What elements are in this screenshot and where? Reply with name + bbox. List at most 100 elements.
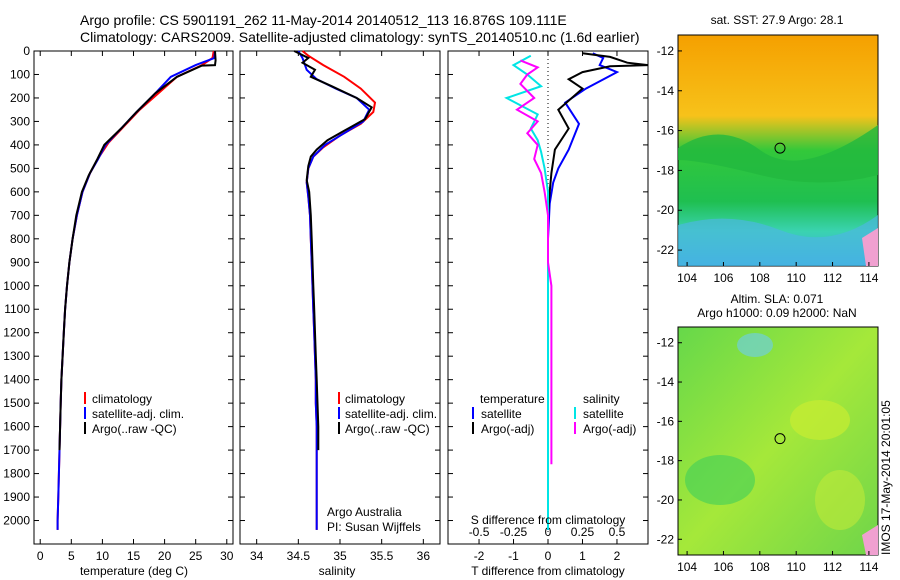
s-tick-label: 0.25 bbox=[571, 525, 595, 539]
s-tick-label: -0.25 bbox=[500, 525, 528, 539]
sla-map-axes: 104 106 108 110 112 114 -12 -14 -16 -18 -20 -22 bbox=[657, 336, 879, 574]
temperature-plot: 0 5 10 15 20 25 300100200300400500600700800900… bbox=[3, 44, 233, 563]
map-x-tick-label: 104 bbox=[677, 560, 697, 574]
series-argo-raw-qc- bbox=[293, 50, 374, 451]
legend-satellite-adj: satellite-adj. clim. bbox=[92, 407, 184, 421]
legend-salinity-title: salinity bbox=[583, 392, 620, 406]
series-satellite bbox=[504, 54, 549, 530]
x-tick-label: 34 bbox=[250, 549, 264, 563]
y-tick-label: 1800 bbox=[3, 467, 30, 481]
s-tick-label: -0.5 bbox=[469, 525, 490, 539]
timestamp-stamp: IMOS 17-May-2014 20:01:05 bbox=[879, 400, 893, 555]
sla-map bbox=[677, 326, 879, 556]
y-tick-label: 0 bbox=[23, 44, 30, 58]
legend-t-satellite: satellite bbox=[481, 407, 522, 421]
x-tick-label: 34.5 bbox=[287, 549, 311, 563]
map-y-tick-label: -12 bbox=[657, 44, 675, 58]
map-x-tick-label: 104 bbox=[677, 271, 697, 285]
legend-argo: Argo(..raw -QC) bbox=[345, 422, 430, 436]
y-tick-label: 700 bbox=[10, 208, 30, 222]
map-x-tick-label: 106 bbox=[713, 271, 733, 285]
map-y-tick-label: -12 bbox=[657, 336, 675, 350]
map-x-tick-label: 108 bbox=[750, 271, 770, 285]
sst-argo-marker bbox=[774, 142, 786, 154]
difference-x-label: T difference from climatology bbox=[471, 564, 625, 578]
y-tick-label: 600 bbox=[10, 185, 30, 199]
series-satellite-adj-clim- bbox=[56, 50, 216, 530]
x-tick-label: 0 bbox=[37, 549, 44, 563]
s-tick-label: 0.5 bbox=[609, 525, 626, 539]
map-y-tick-label: -20 bbox=[657, 203, 675, 217]
salinity-plot: 34 34.5 35 35.5 36 bbox=[240, 50, 440, 563]
map-y-tick-label: -22 bbox=[657, 243, 675, 257]
y-tick-label: 2000 bbox=[3, 514, 30, 528]
annotation-argo-australia: Argo Australia bbox=[327, 505, 402, 519]
x-tick-label: 36 bbox=[417, 549, 431, 563]
x-tick-label: 1 bbox=[579, 549, 586, 563]
sst-map bbox=[677, 34, 879, 267]
temperature-x-label: temperature (deg C) bbox=[80, 564, 188, 578]
map-y-tick-label: -18 bbox=[657, 454, 675, 468]
map-y-tick-label: -14 bbox=[657, 375, 675, 389]
legend-s-satellite: satellite bbox=[583, 407, 624, 421]
map-y-tick-label: -20 bbox=[657, 493, 675, 507]
sla-map-title: Altim. SLA: 0.071 bbox=[731, 292, 824, 306]
y-tick-label: 1900 bbox=[3, 490, 30, 504]
salinity-x-label: salinity bbox=[319, 564, 356, 578]
map-x-tick-label: 106 bbox=[713, 560, 733, 574]
map-x-tick-label: 114 bbox=[859, 560, 878, 574]
series-argo-adj- bbox=[515, 59, 553, 465]
x-tick-label: 15 bbox=[127, 549, 141, 563]
map-y-tick-label: -18 bbox=[657, 163, 675, 177]
x-tick-label: 0 bbox=[545, 549, 552, 563]
legend-argo: Argo(..raw -QC) bbox=[92, 422, 177, 436]
map-y-tick-label: -16 bbox=[657, 124, 675, 138]
annotation-pi: PI: Susan Wijffels bbox=[327, 520, 421, 534]
temperature-legend: climatology satellite-adj. clim. Argo(..… bbox=[84, 392, 184, 436]
map-x-tick-label: 112 bbox=[823, 271, 842, 285]
sst-map-axes: 104 106 108 110 112 114 -12 -14 -16 -18 -20 -22 bbox=[657, 44, 879, 285]
y-tick-label: 1700 bbox=[3, 443, 30, 457]
x-tick-label: 35.5 bbox=[370, 549, 394, 563]
chart-title-line1: Argo profile: CS 5901191_262 11-May-2014… bbox=[80, 12, 567, 28]
y-tick-label: 400 bbox=[10, 138, 30, 152]
map-x-tick-label: 112 bbox=[823, 560, 842, 574]
map-x-tick-label: 110 bbox=[787, 560, 806, 574]
x-tick-label: 2 bbox=[614, 549, 621, 563]
x-tick-label: 35 bbox=[333, 549, 347, 563]
y-tick-label: 900 bbox=[10, 255, 30, 269]
legend-climatology: climatology bbox=[345, 392, 405, 406]
legend-climatology: climatology bbox=[92, 392, 152, 406]
sst-map-title: sat. SST: 27.9 Argo: 28.1 bbox=[711, 13, 844, 27]
map-x-tick-label: 110 bbox=[787, 271, 806, 285]
map-y-tick-label: -16 bbox=[657, 414, 675, 428]
x-tick-label: 5 bbox=[68, 549, 75, 563]
x-tick-label: -2 bbox=[474, 549, 485, 563]
map-y-tick-label: -22 bbox=[657, 532, 675, 546]
map-y-tick-label: -14 bbox=[657, 84, 675, 98]
series-climatology bbox=[56, 50, 215, 530]
series-satellite bbox=[547, 52, 620, 530]
temperature-panel-frame bbox=[33, 50, 234, 545]
y-tick-label: 1300 bbox=[3, 349, 30, 363]
difference-legend: temperature satellite Argo(-adj) salinit… bbox=[472, 392, 636, 436]
x-tick-label: 30 bbox=[220, 549, 234, 563]
map-x-tick-label: 108 bbox=[750, 560, 770, 574]
y-tick-label: 1000 bbox=[3, 279, 30, 293]
y-tick-label: 800 bbox=[10, 232, 30, 246]
legend-s-argo: Argo(-adj) bbox=[583, 422, 636, 436]
x-tick-label: 10 bbox=[96, 549, 110, 563]
legend-temperature-title: temperature bbox=[480, 392, 545, 406]
map-x-tick-label: 114 bbox=[859, 271, 878, 285]
y-tick-label: 500 bbox=[10, 161, 30, 175]
chart-title-line2: Climatology: CARS2009. Satellite-adjuste… bbox=[80, 29, 640, 45]
sla-argo-marker bbox=[774, 433, 786, 445]
y-tick-label: 200 bbox=[10, 91, 30, 105]
y-tick-label: 1200 bbox=[3, 326, 30, 340]
legend-t-argo: Argo(-adj) bbox=[481, 422, 534, 436]
y-tick-label: 100 bbox=[10, 67, 30, 81]
salinity-panel-frame bbox=[239, 50, 441, 545]
x-tick-label: -1 bbox=[508, 549, 519, 563]
